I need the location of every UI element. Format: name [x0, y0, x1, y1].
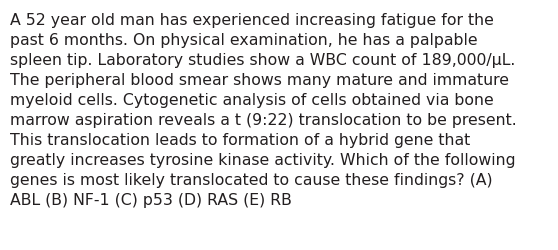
Text: A 52 year old man has experienced increasing fatigue for the
past 6 months. On p: A 52 year old man has experienced increa…: [10, 12, 517, 207]
